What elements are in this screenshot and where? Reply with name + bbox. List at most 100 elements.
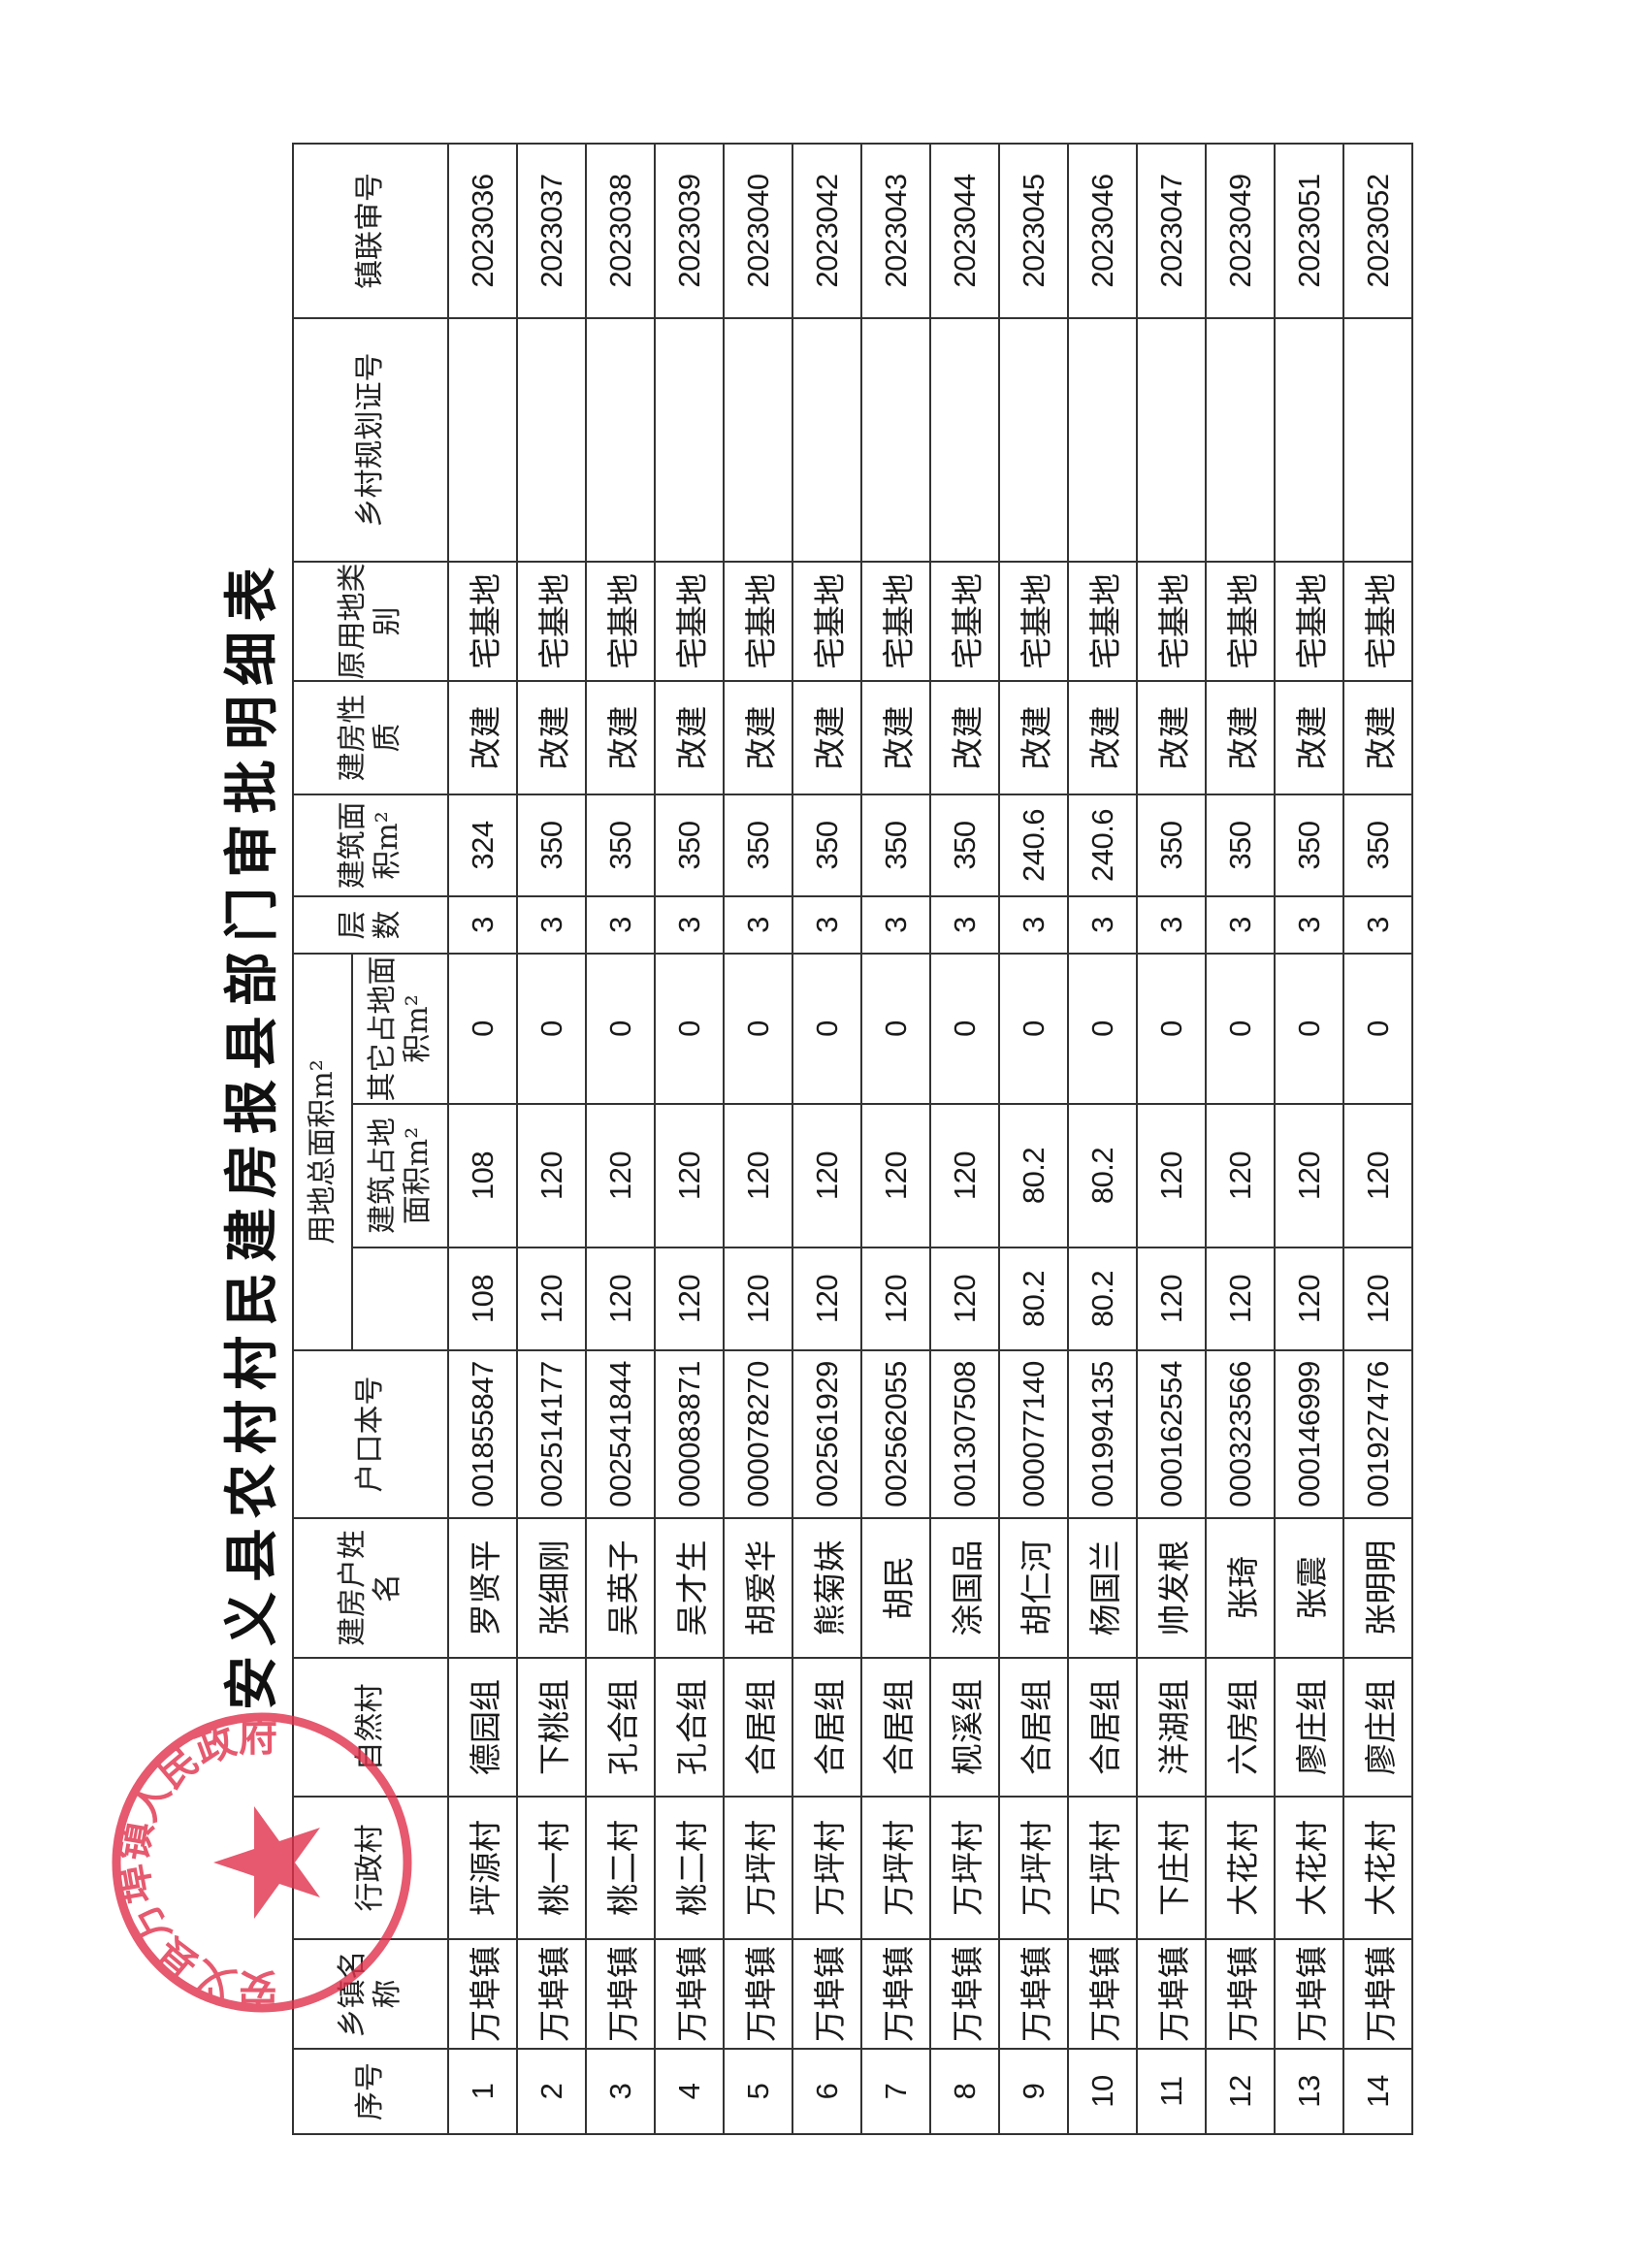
header-seq: 序号 (293, 2049, 448, 2134)
cell-other-land: 0 (861, 953, 930, 1104)
star-icon (213, 1806, 320, 1919)
cell-floor-area: 350 (586, 794, 655, 896)
cell-nature: 改建 (655, 680, 724, 794)
cell-household-no: 002514177 (517, 1350, 586, 1518)
cell-seq: 14 (1343, 2049, 1412, 2134)
cell-floors: 3 (1275, 895, 1343, 954)
cell-land-total: 80.2 (999, 1247, 1068, 1350)
cell-orig-land-type: 宅基地 (448, 561, 517, 681)
table-row: 14 万埠镇 大花村 廖庄组 张明明 001927476 120 120 0 3 350 改建 宅基地 2… (1343, 143, 1412, 2134)
cell-land-total: 120 (586, 1247, 655, 1350)
cell-admin-village: 下庄村 (1137, 1797, 1206, 1939)
cell-household-no: 001927476 (1343, 1350, 1412, 1518)
cell-town: 万埠镇 (724, 1939, 792, 2049)
cell-orig-land-type: 宅基地 (517, 561, 586, 681)
cell-orig-land-type: 宅基地 (1275, 561, 1343, 681)
cell-land-total: 80.2 (1068, 1247, 1137, 1350)
cell-natural-village: 孔合组 (655, 1658, 724, 1797)
cell-orig-land-type: 宅基地 (792, 561, 861, 681)
cell-town: 万埠镇 (792, 1939, 861, 2049)
cell-floors: 3 (1343, 895, 1412, 954)
cell-floor-area: 350 (517, 794, 586, 896)
cell-town: 万埠镇 (517, 1939, 586, 2049)
table-row: 5 万埠镇 万坪村 合居组 胡爱华 000078270 120 120 0 3 350 改建 宅基地 20… (724, 143, 792, 2134)
cell-owner: 张震 (1275, 1518, 1343, 1658)
cell-orig-land-type: 宅基地 (1137, 561, 1206, 681)
cell-land-total: 120 (861, 1247, 930, 1350)
cell-town: 万埠镇 (1275, 1939, 1343, 2049)
cell-floors: 3 (1068, 895, 1137, 954)
cell-household-no: 000078270 (724, 1350, 792, 1518)
cell-seq: 13 (1275, 2049, 1343, 2134)
cell-joint-review-no: 2023047 (1137, 143, 1206, 318)
cell-floors: 3 (1137, 895, 1206, 954)
cell-other-land: 0 (1206, 953, 1275, 1104)
cell-nature: 改建 (1068, 680, 1137, 794)
cell-floor-area: 350 (861, 794, 930, 896)
cell-owner: 胡民 (861, 1518, 930, 1658)
table-row: 12 万埠镇 大花村 六房组 张琦 000323566 120 120 0 3 350 改建 宅基地 20… (1206, 143, 1275, 2134)
cell-planning-permit (1275, 317, 1343, 562)
cell-household-no: 001307508 (930, 1350, 999, 1518)
cell-nature: 改建 (586, 680, 655, 794)
cell-land-total: 120 (1275, 1247, 1343, 1350)
cell-joint-review-no: 2023043 (861, 143, 930, 318)
cell-seq: 6 (792, 2049, 861, 2134)
cell-other-land: 0 (448, 953, 517, 1104)
cell-other-land: 0 (586, 953, 655, 1104)
cell-natural-village: 德园组 (448, 1658, 517, 1797)
header-planning-permit: 乡村规划证号 (293, 317, 448, 562)
cell-land-total: 108 (448, 1247, 517, 1350)
cell-orig-land-type: 宅基地 (930, 561, 999, 681)
cell-joint-review-no: 2023052 (1343, 143, 1412, 318)
cell-natural-village: 枧溪组 (930, 1658, 999, 1797)
cell-nature: 改建 (448, 680, 517, 794)
table-row: 6 万埠镇 万坪村 合居组 熊菊妹 002561929 120 120 0 3 350 改建 宅基地 20… (792, 143, 861, 2134)
table-row: 7 万埠镇 万坪村 合居组 胡民 002562055 120 120 0 3 350 改建 宅基地 202… (861, 143, 930, 2134)
cell-natural-village: 廖庄组 (1343, 1658, 1412, 1797)
cell-owner: 张琦 (1206, 1518, 1275, 1658)
cell-planning-permit (792, 317, 861, 562)
table-row: 8 万埠镇 万坪村 枧溪组 涂国品 001307508 120 120 0 3 350 改建 宅基地 20… (930, 143, 999, 2134)
cell-household-no: 000162554 (1137, 1350, 1206, 1518)
cell-nature: 改建 (724, 680, 792, 794)
header-land-total-group: 用地总面积m² (293, 953, 352, 1350)
cell-admin-village: 大花村 (1206, 1797, 1275, 1939)
cell-orig-land-type: 宅基地 (1206, 561, 1275, 681)
cell-joint-review-no: 2023039 (655, 143, 724, 318)
cell-building-land: 120 (517, 1104, 586, 1247)
cell-floor-area: 350 (655, 794, 724, 896)
cell-nature: 改建 (999, 680, 1068, 794)
cell-building-land: 120 (586, 1104, 655, 1247)
cell-other-land: 0 (655, 953, 724, 1104)
cell-planning-permit (655, 317, 724, 562)
cell-town: 万埠镇 (1068, 1939, 1137, 2049)
cell-nature: 改建 (517, 680, 586, 794)
cell-admin-village: 桃二村 (586, 1797, 655, 1939)
cell-town: 万埠镇 (999, 1939, 1068, 2049)
cell-joint-review-no: 2023040 (724, 143, 792, 318)
cell-land-total: 120 (930, 1247, 999, 1350)
cell-owner: 张细刚 (517, 1518, 586, 1658)
cell-natural-village: 合居组 (724, 1658, 792, 1797)
cell-floors: 3 (517, 895, 586, 954)
cell-natural-village: 洋湖组 (1137, 1658, 1206, 1797)
cell-floors: 3 (1206, 895, 1275, 954)
cell-natural-village: 六房组 (1206, 1658, 1275, 1797)
approval-table: 序号 乡镇名称 行政村 自然村 建房户姓名 户口本号 用地总面积m² 层数 建筑… (292, 143, 1413, 2135)
cell-admin-village: 大花村 (1275, 1797, 1343, 1939)
cell-natural-village: 合居组 (792, 1658, 861, 1797)
cell-other-land: 0 (792, 953, 861, 1104)
cell-owner: 吴英子 (586, 1518, 655, 1658)
cell-orig-land-type: 宅基地 (861, 561, 930, 681)
cell-town: 万埠镇 (930, 1939, 999, 2049)
cell-natural-village: 廖庄组 (1275, 1658, 1343, 1797)
header-nature: 建房性质 (293, 680, 448, 794)
cell-joint-review-no: 2023051 (1275, 143, 1343, 318)
cell-building-land: 120 (655, 1104, 724, 1247)
cell-land-total: 120 (517, 1247, 586, 1350)
cell-admin-village: 大花村 (1343, 1797, 1412, 1939)
cell-seq: 3 (586, 2049, 655, 2134)
cell-planning-permit (999, 317, 1068, 562)
